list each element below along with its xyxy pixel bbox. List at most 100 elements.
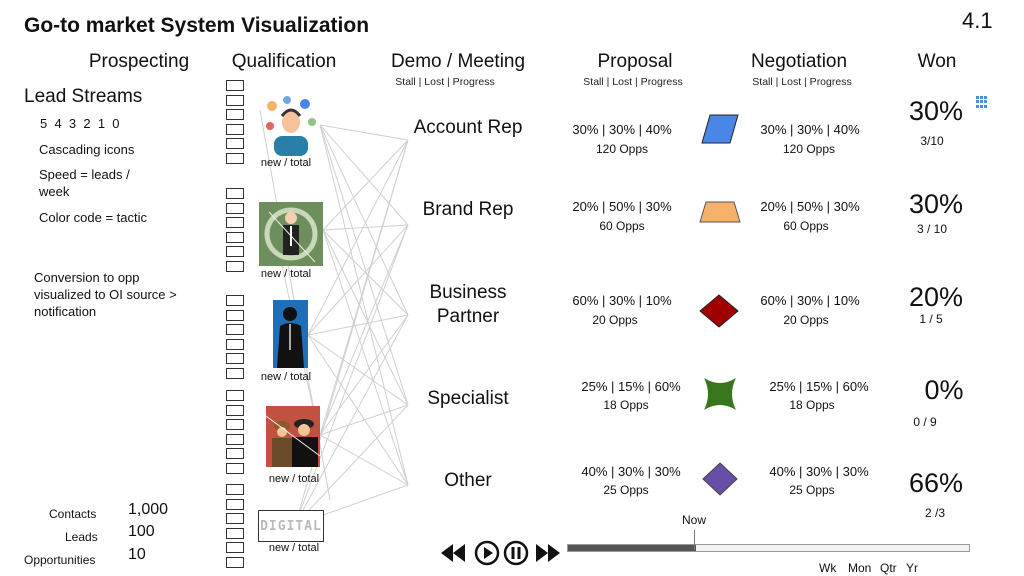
lead-streams-title: Lead Streams	[24, 86, 143, 107]
speed-note: Speed = leads / week	[39, 167, 130, 199]
fast-forward-icon[interactable]	[535, 542, 561, 564]
lead-box	[226, 498, 244, 510]
lead-box	[226, 309, 244, 321]
won-frac-business-partner: 1 / 5	[919, 312, 943, 326]
lead-box	[226, 433, 244, 445]
granularity-year[interactable]: Yr	[906, 561, 918, 575]
lead-box	[226, 324, 244, 335]
proposal-pct-specialist: 25% | 15% | 60%	[581, 379, 681, 394]
negotiation-opps-account: 120 Opps	[782, 142, 836, 156]
won-frac-brand: 3 / 10	[916, 222, 948, 236]
lead-box	[226, 556, 244, 568]
color-code-note: Color code = tactic	[39, 210, 148, 225]
proposal-pct-business-partner: 60% | 30% | 10%	[572, 293, 672, 308]
won-pct-account: 30%	[908, 96, 964, 126]
lead-box	[226, 513, 244, 524]
rep-brand: Brand Rep	[422, 199, 514, 220]
lead-box	[226, 138, 244, 149]
lead-box	[226, 338, 244, 350]
granularity-week[interactable]: Wk	[819, 561, 837, 575]
lead-box	[226, 94, 244, 106]
proposal-pct-account: 30% | 30% | 40%	[572, 122, 672, 137]
page-number: 4.1	[962, 8, 993, 33]
lead-box	[226, 260, 244, 272]
lead-box	[226, 152, 244, 164]
negotiation-opps-business-partner: 20 Opps	[783, 313, 829, 327]
detective-icon	[266, 415, 320, 467]
won-frac-other: 2 /3	[924, 506, 946, 520]
won-pct-brand: 30%	[908, 189, 964, 219]
stall-label-negotiation: Stall | Lost | Progress	[752, 76, 852, 88]
granularity-quarter[interactable]: Qtr	[880, 561, 897, 575]
specialist-thumbnail[interactable]	[266, 406, 320, 467]
negotiation-opps-other: 25 Opps	[789, 483, 835, 497]
stage-proposal: Proposal	[597, 51, 673, 72]
rep-account: Account Rep	[413, 117, 523, 138]
headset-person-icon	[266, 96, 316, 156]
brand-rep-shape	[699, 201, 741, 223]
legend-contacts-label: Contacts	[49, 507, 97, 521]
lead-box	[226, 188, 244, 199]
lead-box	[226, 231, 244, 243]
lead-box	[226, 448, 244, 459]
brand-rep-thumbnail[interactable]	[259, 202, 323, 266]
stall-label-demo: Stall | Lost | Progress	[395, 76, 495, 88]
timeline-progress	[568, 545, 697, 551]
proposal-opps-business-partner: 20 Opps	[592, 313, 638, 327]
other-shape	[702, 462, 738, 496]
lead-box	[226, 295, 244, 306]
negotiation-pct-business-partner: 60% | 30% | 10%	[760, 293, 860, 308]
timeline-slider[interactable]	[567, 544, 970, 552]
negotiation-opps-brand: 60 Opps	[783, 219, 829, 233]
lead-box	[226, 109, 244, 120]
account-rep-thumbnail[interactable]	[262, 94, 320, 156]
play-icon[interactable]	[474, 540, 500, 566]
rep-specialist: Specialist	[427, 388, 509, 409]
now-label: Now	[682, 513, 707, 527]
legend-opps-label: Opportunities	[24, 553, 96, 567]
rewind-icon[interactable]	[440, 542, 466, 564]
stall-label-proposal: Stall | Lost | Progress	[583, 76, 683, 88]
new-total-label-4: new / total	[268, 473, 320, 485]
lead-box	[226, 123, 244, 135]
cascading-note: Cascading icons	[39, 142, 135, 157]
proposal-opps-brand: 60 Opps	[599, 219, 645, 233]
lead-box	[226, 246, 244, 257]
account-rep-shape	[701, 114, 739, 144]
proposal-opps-specialist: 18 Opps	[603, 398, 649, 412]
specialist-shape	[704, 378, 736, 410]
conversion-note: Conversion to opp visualized to OI sourc…	[34, 270, 177, 319]
lead-box	[226, 542, 244, 553]
new-total-label-5: new / total	[268, 542, 320, 554]
silhouette-icon	[277, 307, 304, 368]
lead-box	[226, 353, 244, 364]
lead-box	[226, 527, 244, 539]
proposal-opps-other: 25 Opps	[603, 483, 649, 497]
pause-icon[interactable]	[503, 540, 529, 566]
won-pct-specialist: 0%	[924, 375, 964, 405]
new-total-label-3: new / total	[260, 371, 312, 383]
lead-box	[226, 80, 244, 91]
stage-qualification: Qualification	[231, 51, 337, 72]
rep-other: Other	[444, 470, 492, 491]
negotiation-pct-brand: 20% | 50% | 30%	[760, 199, 860, 214]
legend-leads-value: 100	[128, 523, 155, 540]
stage-prospecting: Prospecting	[88, 51, 190, 72]
won-frac-specialist: 0 / 9	[913, 415, 937, 429]
legend-leads-label: Leads	[65, 530, 98, 544]
page-title: Go-to market System Visualization	[24, 14, 370, 37]
proposal-opps-account: 120 Opps	[595, 142, 649, 156]
business-partner-thumbnail[interactable]	[273, 300, 308, 368]
lead-box	[226, 419, 244, 430]
lead-box	[226, 390, 244, 401]
stage-won: Won	[917, 51, 957, 72]
rep-business-partner: Business Partner	[429, 282, 507, 327]
now-marker	[694, 530, 695, 550]
granularity-month[interactable]: Mon	[848, 561, 872, 575]
digital-text: DIGITAL	[260, 518, 322, 534]
lead-box	[226, 367, 244, 379]
business-partner-shape	[699, 294, 739, 328]
digital-thumbnail[interactable]: DIGITAL	[258, 510, 324, 542]
stage-negotiation: Negotiation	[750, 51, 848, 72]
grid-icon[interactable]	[976, 96, 988, 108]
